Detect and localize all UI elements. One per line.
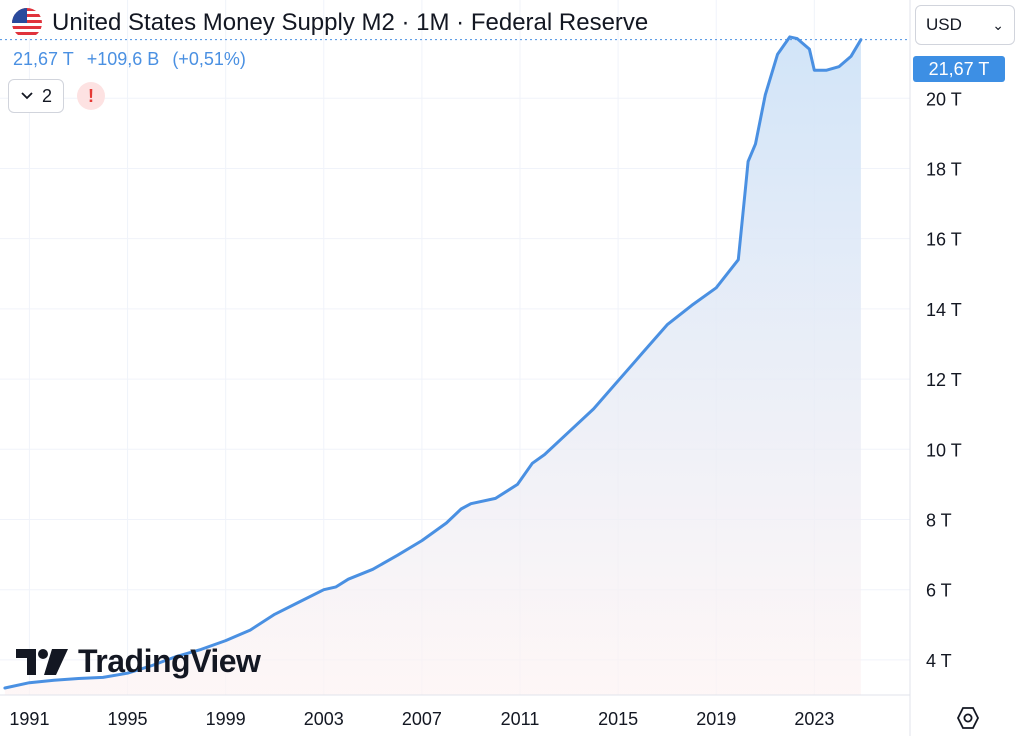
alert-icon[interactable]: ! (77, 82, 105, 110)
series-area (4, 36, 861, 695)
y-tick-label: 20 T (926, 89, 962, 109)
currency-select[interactable]: USD ⌄ (915, 5, 1015, 45)
logo-text: TradingView (78, 643, 261, 679)
x-tick-label: 1999 (206, 709, 246, 729)
y-tick-label: 6 T (926, 581, 952, 601)
indicators-count: 2 (41, 85, 52, 106)
x-tick-label: 2007 (402, 709, 442, 729)
x-axis: 1991 1995 1999 2003 2007 2011 2015 2019 2023 (9, 709, 834, 729)
last-value: 21,67 T (13, 49, 74, 69)
tradingview-logo-icon (16, 648, 68, 675)
y-tick-label: 16 T (926, 230, 962, 250)
y-axis: 4 T 6 T 8 T 10 T 12 T 14 T 16 T 18 T 20 T (926, 89, 962, 671)
chevron-down-icon: ⌄ (992, 16, 1004, 33)
x-tick-label: 2015 (598, 709, 638, 729)
chart-header: United States Money Supply M2 · 1M · Fed… (12, 8, 648, 38)
settings-icon[interactable] (955, 705, 981, 731)
x-tick-label: 2003 (304, 709, 344, 729)
tradingview-logo: TradingView (16, 643, 261, 680)
change-percent: (+0,51%) (172, 49, 246, 69)
us-flag-icon (12, 8, 42, 38)
series-line (3, 35, 863, 690)
y-tick-label: 10 T (926, 440, 962, 460)
y-tick-label: 14 T (926, 300, 962, 320)
y-tick-label: 4 T (926, 651, 952, 671)
x-tick-label: 2023 (794, 709, 834, 729)
y-tick-label: 8 T (926, 510, 952, 530)
chart-title: United States Money Supply M2 · 1M · Fed… (52, 9, 649, 36)
x-tick-label: 2011 (501, 709, 540, 729)
collapse-indicators-button[interactable]: 2 (8, 79, 64, 113)
change-value: +109,6 B (86, 49, 160, 69)
y-tick-label: 18 T (926, 159, 962, 179)
x-tick-label: 1995 (108, 709, 148, 729)
price-summary: 21,67 T +109,6 B (+0,51%) (13, 49, 254, 70)
currency-label: USD (926, 15, 962, 34)
chevron-down-icon (21, 92, 33, 100)
x-tick-label: 1991 (9, 709, 49, 729)
last-price-label: 21,67 T (913, 56, 1005, 82)
y-tick-label: 12 T (926, 370, 962, 390)
x-tick-label: 2019 (696, 709, 736, 729)
